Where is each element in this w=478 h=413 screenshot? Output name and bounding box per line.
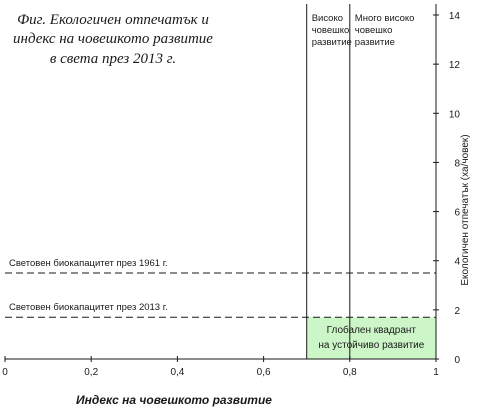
- x-tick-label: 0,8: [343, 367, 357, 378]
- y-tick-label: 10: [449, 109, 461, 120]
- x-tick-label: 1: [433, 367, 439, 378]
- x-tick-label: 0,4: [170, 367, 184, 378]
- chart-title-line-1: Фиг. Екологичен отпечатък и: [17, 12, 209, 28]
- high-hdi-label-line-3: развитие: [312, 37, 352, 48]
- biocapacity-2013-label: Световен биокапацитет през 2013 г.: [9, 302, 168, 313]
- very-high-hdi-label-line-2: човешко: [355, 25, 393, 36]
- y-axis-label: Екологичен отпечатък (ха/човек): [460, 134, 471, 285]
- chart-title-line-3: в света през 2013 г.: [50, 51, 176, 67]
- x-tick-label: 0: [2, 367, 8, 378]
- sustainable-quadrant: [307, 317, 436, 359]
- y-tick-label: 0: [454, 355, 460, 366]
- high-hdi-label-line-2: човешко: [312, 25, 350, 36]
- chart-title-line-2: индекс на човешкото развитие: [13, 31, 213, 47]
- quadrant-label-line-1: Глобален квадрант: [327, 324, 417, 336]
- x-tick-label: 0,6: [257, 367, 271, 378]
- y-tick-label: 12: [449, 60, 461, 71]
- very-high-hdi-label-line-3: развитие: [355, 37, 395, 48]
- quadrant-label-line-2: на устойчиво развитие: [318, 340, 424, 351]
- high-hdi-label-line-1: Високо: [312, 13, 343, 24]
- x-axis-label: Индекс на човешкото развитие: [76, 393, 272, 407]
- biocapacity-1961-label: Световен биокапацитет през 1961 г.: [9, 258, 168, 269]
- y-tick-label: 14: [449, 11, 461, 22]
- very-high-hdi-label-line-1: Много високо: [355, 13, 415, 24]
- y-tick-label: 2: [454, 306, 460, 317]
- x-tick-label: 0,2: [84, 367, 98, 378]
